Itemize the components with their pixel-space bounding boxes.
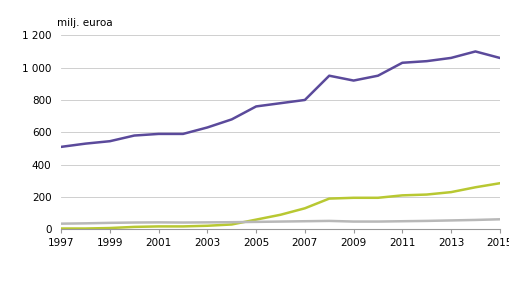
Radio <box>399 219 405 223</box>
Internetmainonta <box>447 191 453 194</box>
Radio <box>301 219 307 223</box>
Radio <box>180 221 186 224</box>
Internetmainonta <box>204 224 210 228</box>
Televisio <box>58 145 64 149</box>
Internetmainonta <box>301 206 307 210</box>
Televisio <box>82 142 89 145</box>
Televisio <box>471 50 477 53</box>
Radio <box>82 222 89 225</box>
Line: Internetmainonta: Internetmainonta <box>61 183 499 228</box>
Radio <box>107 221 113 225</box>
Televisio <box>326 74 332 77</box>
Text: milj. euroa: milj. euroa <box>56 18 112 28</box>
Televisio <box>399 61 405 64</box>
Radio <box>326 219 332 223</box>
Internetmainonta <box>131 225 137 229</box>
Internetmainonta <box>277 213 283 216</box>
Internetmainonta <box>180 225 186 228</box>
Televisio <box>204 126 210 129</box>
Internetmainonta <box>399 194 405 197</box>
Televisio <box>155 132 161 136</box>
Televisio <box>180 132 186 136</box>
Televisio <box>350 79 356 82</box>
Radio <box>374 220 380 223</box>
Internetmainonta <box>82 227 89 230</box>
Radio <box>350 220 356 223</box>
Internetmainonta <box>58 227 64 230</box>
Radio <box>252 220 259 224</box>
Radio <box>423 219 429 223</box>
Televisio <box>228 118 234 121</box>
Radio <box>447 219 453 222</box>
Televisio <box>131 134 137 137</box>
Radio <box>496 218 502 221</box>
Radio <box>204 220 210 224</box>
Internetmainonta <box>252 218 259 221</box>
Televisio <box>423 59 429 63</box>
Televisio <box>252 105 259 108</box>
Internetmainonta <box>155 225 161 228</box>
Televisio <box>496 56 502 60</box>
Legend: Televisio, Internetmainonta, Radio: Televisio, Internetmainonta, Radio <box>132 293 428 294</box>
Line: Televisio: Televisio <box>61 51 499 147</box>
Internetmainonta <box>350 196 356 200</box>
Radio <box>277 220 283 223</box>
Radio <box>155 220 161 224</box>
Internetmainonta <box>423 193 429 196</box>
Radio <box>228 220 234 224</box>
Radio <box>58 222 64 225</box>
Televisio <box>447 56 453 60</box>
Televisio <box>374 74 380 77</box>
Line: Radio: Radio <box>61 219 499 224</box>
Internetmainonta <box>374 196 380 200</box>
Radio <box>131 221 137 224</box>
Televisio <box>107 139 113 143</box>
Televisio <box>277 101 283 105</box>
Internetmainonta <box>471 186 477 189</box>
Internetmainonta <box>107 226 113 230</box>
Radio <box>471 218 477 222</box>
Internetmainonta <box>496 181 502 185</box>
Internetmainonta <box>326 197 332 201</box>
Internetmainonta <box>228 223 234 226</box>
Televisio <box>301 98 307 102</box>
